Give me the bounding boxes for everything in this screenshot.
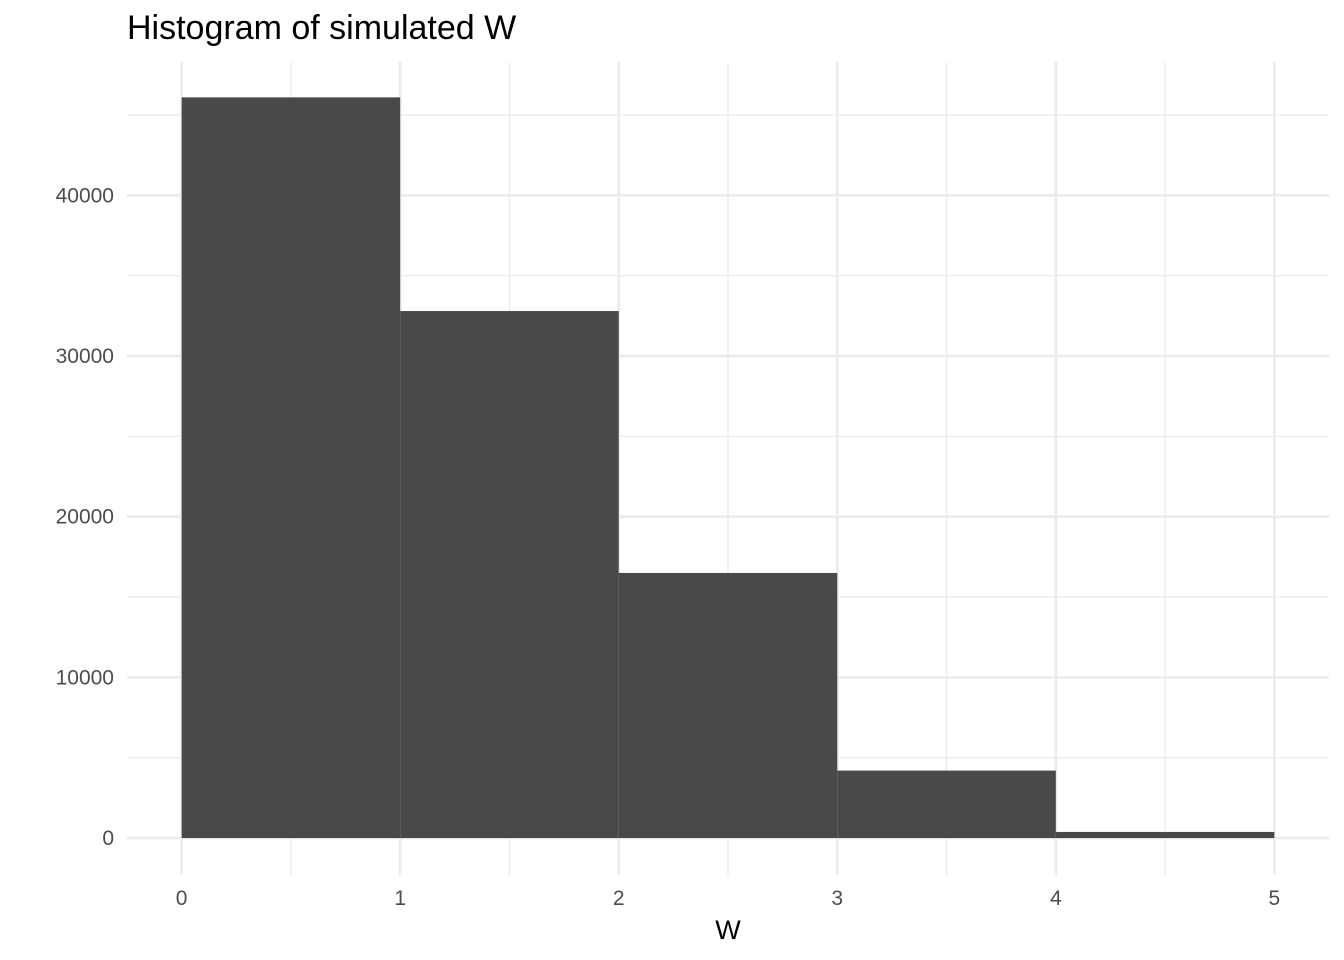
x-axis-ticks: 0 1 2 3 4 5: [176, 887, 1280, 910]
x-tick-label: 4: [1050, 887, 1062, 910]
x-tick-label: 3: [831, 887, 843, 910]
x-axis-label: W: [715, 915, 741, 945]
histogram-bar: [1055, 831, 1275, 839]
x-tick-label: 2: [613, 887, 625, 910]
histogram-bar: [837, 770, 1056, 839]
histogram-bar: [181, 97, 401, 839]
y-tick-label: 40000: [56, 184, 114, 207]
bars: [181, 97, 1275, 839]
chart-title: Histogram of simulated W: [127, 9, 516, 47]
histogram-bar: [618, 572, 838, 839]
x-tick-label: 5: [1269, 887, 1281, 910]
x-tick-label: 1: [394, 887, 406, 910]
y-tick-label: 20000: [56, 506, 114, 529]
y-axis-ticks: 0 10000 20000 30000 40000: [56, 184, 114, 850]
y-tick-label: 10000: [56, 666, 114, 689]
histogram-bar: [400, 311, 619, 839]
y-tick-label: 30000: [56, 345, 114, 368]
x-tick-label: 0: [176, 887, 188, 910]
y-tick-label: 0: [102, 827, 114, 850]
